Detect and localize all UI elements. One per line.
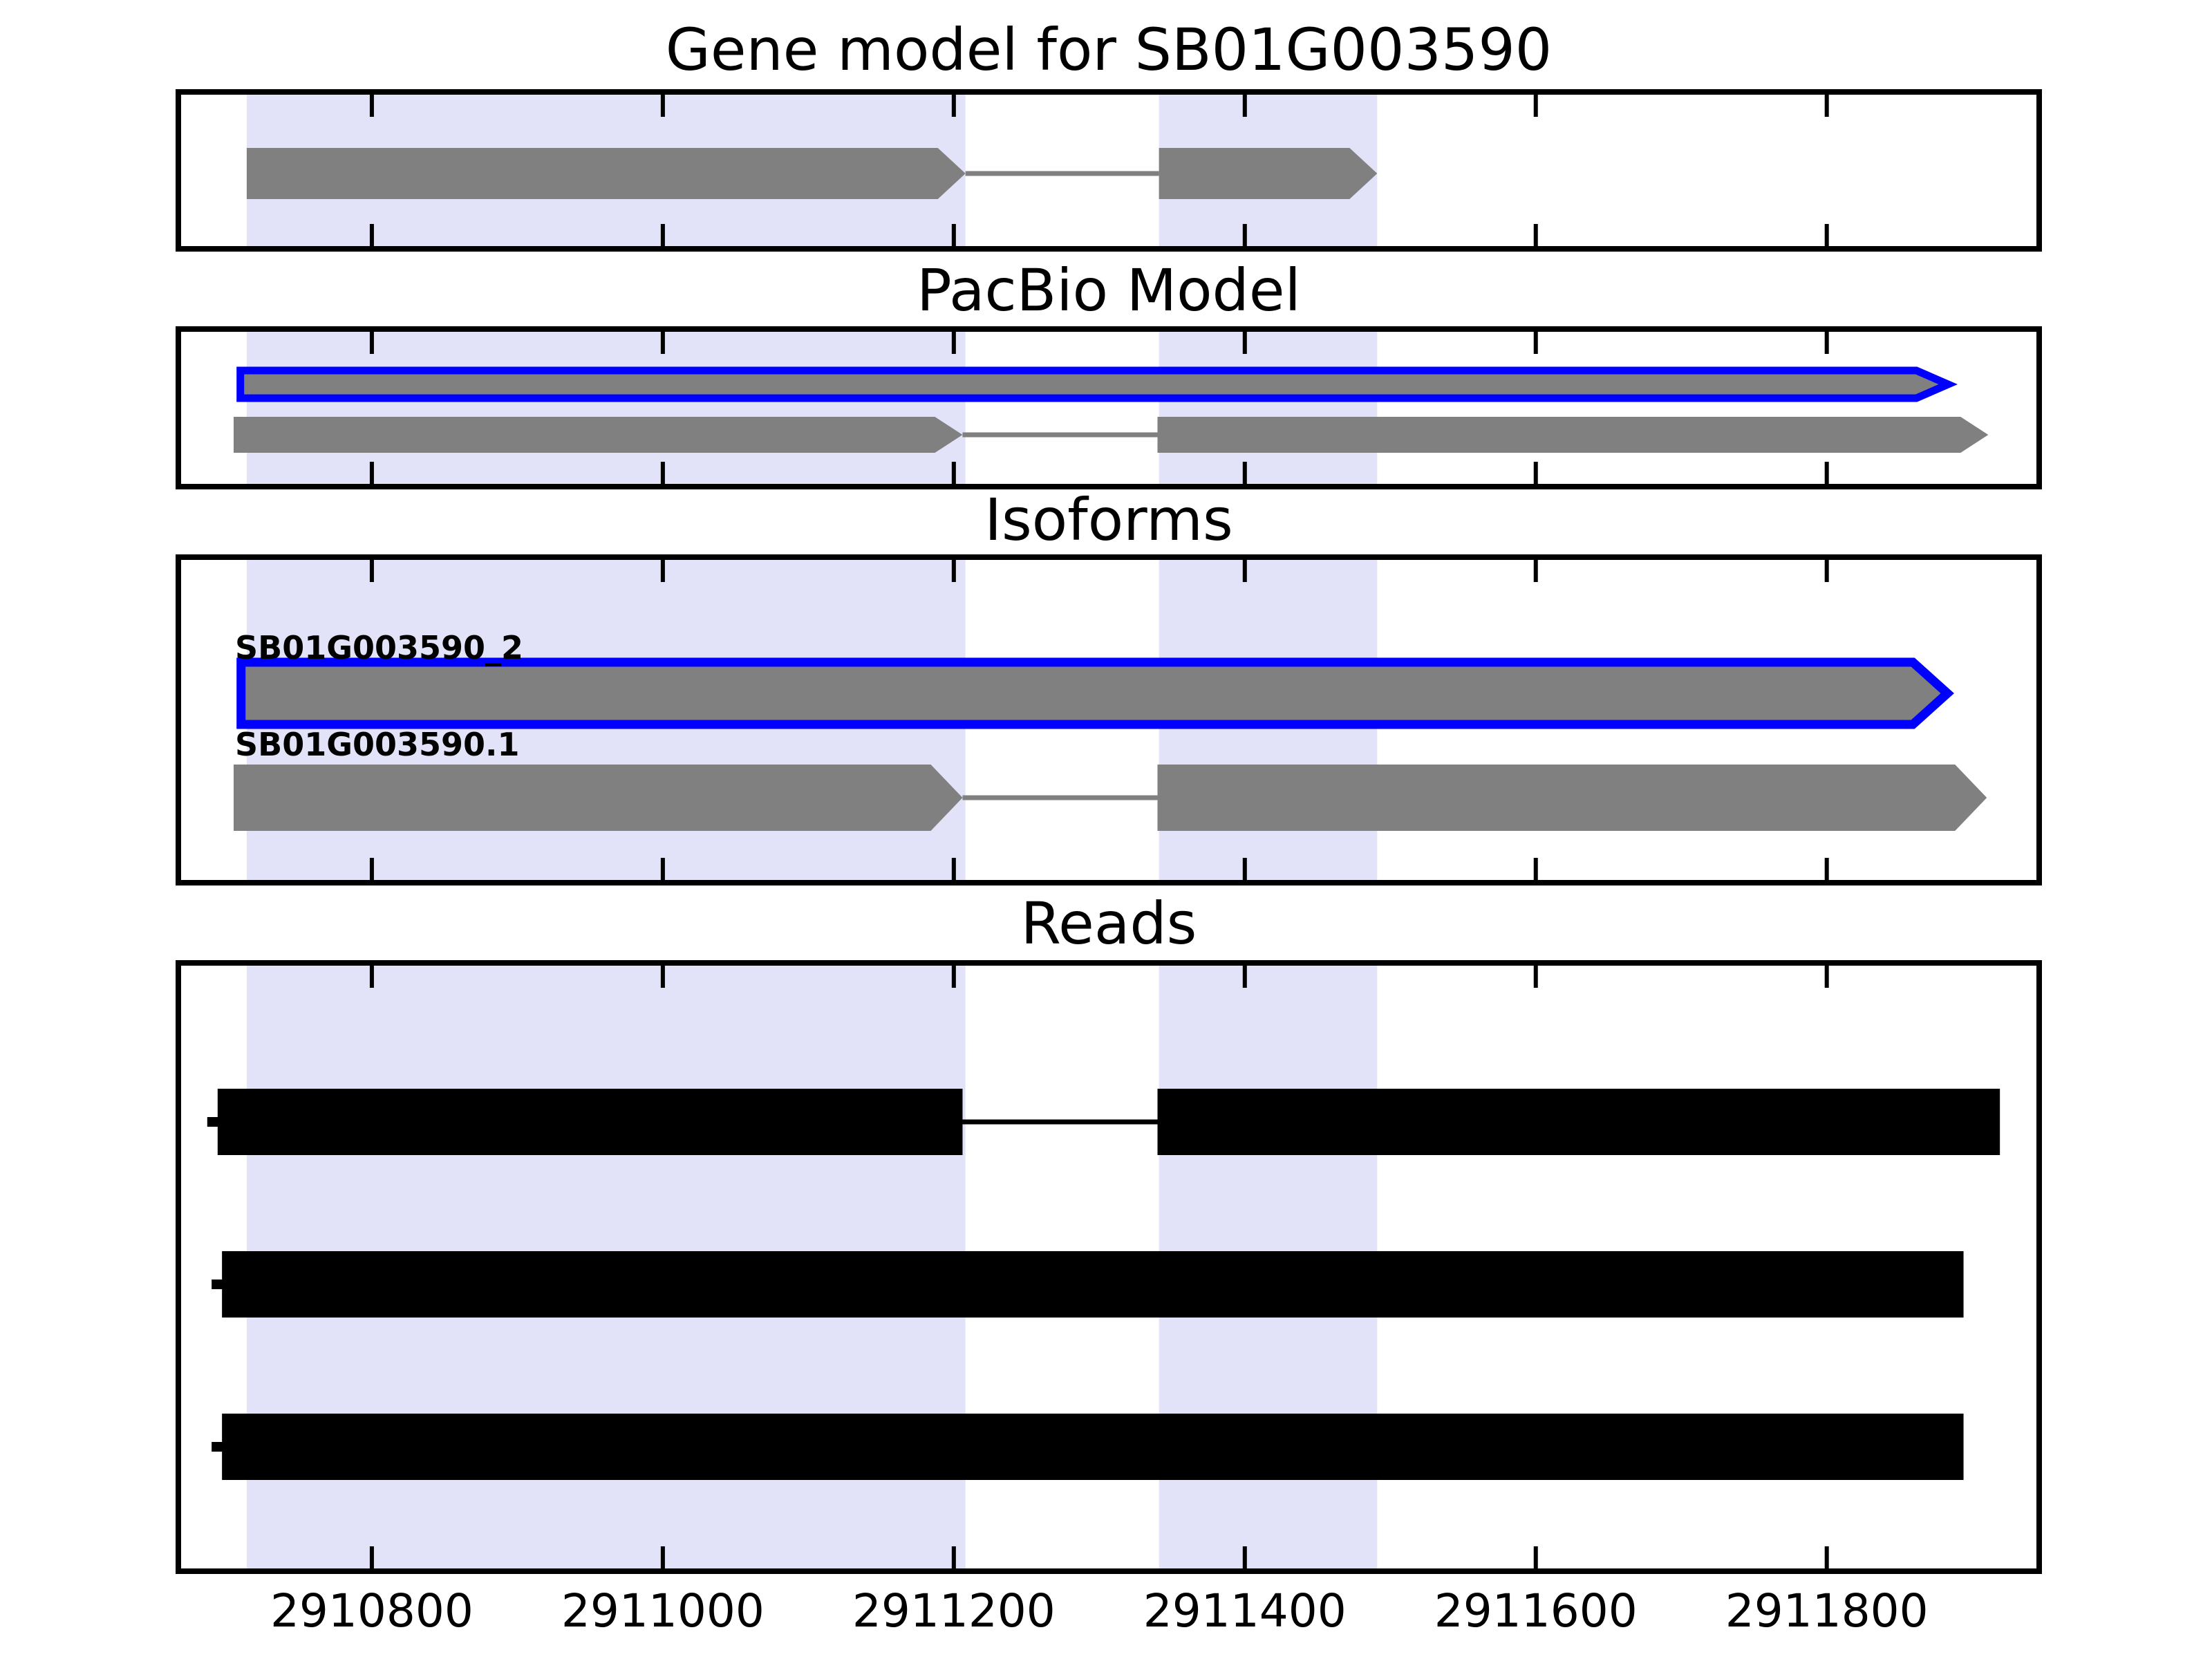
read-2-start-stub	[212, 1280, 224, 1289]
pacbio-model-title: PacBio Model	[917, 256, 1301, 324]
x-tick-label-2911600: 2911600	[1434, 1584, 1638, 1638]
isoform-label-sb01g003590-2: SB01G003590_2	[235, 629, 524, 666]
panel-isoforms	[176, 554, 2042, 885]
SB01G003590.1-exon-2	[1157, 765, 1987, 831]
read-3-segment	[222, 1414, 1964, 1480]
x-tick-label-2910800: 2910800	[270, 1584, 474, 1638]
pacbio_selected_isoform-arrow-selected	[236, 366, 1958, 402]
read-1-segment	[217, 1089, 963, 1155]
panel-reads	[176, 960, 2042, 1574]
isoform-label-sb01g003590-1: SB01G003590.1	[235, 726, 520, 763]
panel-border	[176, 326, 2042, 489]
x-tick-label-2911800: 2911800	[1725, 1584, 1929, 1638]
SB01G003590-exon-2	[1159, 148, 1378, 199]
read-1-start-stub	[207, 1117, 219, 1127]
x-tick-label-2911400: 2911400	[1143, 1584, 1347, 1638]
gene-model-title: Gene model for SB01G003590	[665, 16, 1553, 84]
annotated_model-exon-1	[233, 417, 963, 453]
panel-border	[176, 960, 2042, 1574]
x-tick-label-2911000: 2911000	[561, 1584, 765, 1638]
isoforms-title: Isoforms	[984, 486, 1233, 554]
read-3-start-stub	[212, 1442, 224, 1452]
annotated_model-exon-2	[1157, 417, 1989, 453]
SB01G003590.1-exon-1	[233, 765, 963, 831]
panel-border	[176, 554, 2042, 885]
exon-highlight-band-2	[1159, 332, 1378, 484]
read-2-segment	[222, 1251, 1964, 1318]
panel-border	[176, 89, 2042, 252]
exon-highlight-band-1	[246, 332, 966, 484]
reads-title: Reads	[1020, 890, 1197, 957]
x-tick-label-2911200: 2911200	[852, 1584, 1056, 1638]
panel-pacbio-model	[176, 326, 2042, 489]
read-1-segment	[1157, 1089, 2000, 1155]
SB01G003590-exon-1	[246, 148, 966, 199]
panel-gene-model-for-sb01g003590	[176, 89, 2042, 252]
SB01G003590_2-arrow-selected	[236, 657, 1954, 729]
